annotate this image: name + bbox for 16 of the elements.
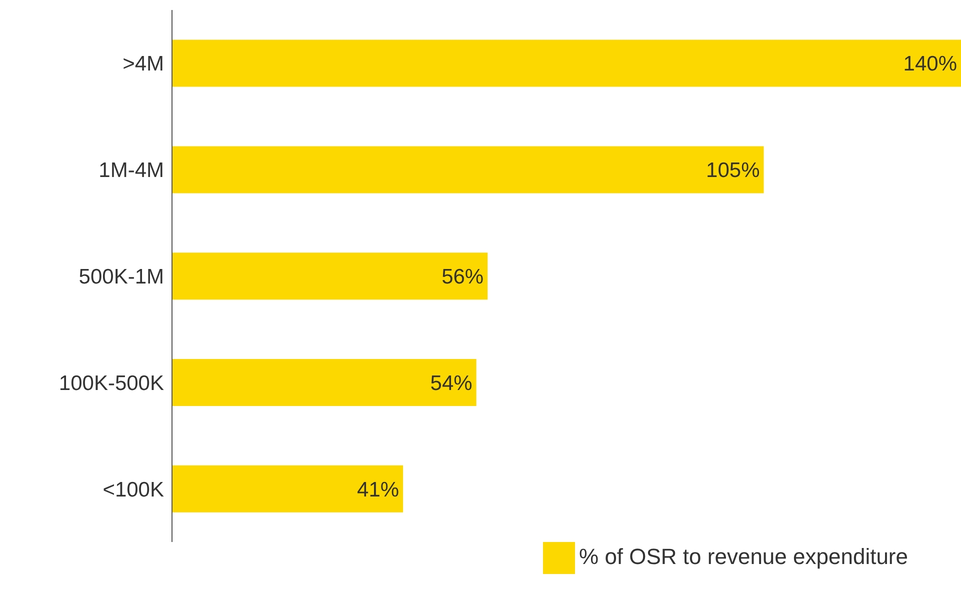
bar (172, 40, 961, 87)
y-tick-label: 500K-1M (78, 265, 164, 288)
data-label: 56% (442, 266, 484, 289)
bar (172, 252, 488, 300)
y-tick-label: >4M (122, 52, 164, 76)
bar (172, 465, 404, 512)
y-tick-label: 100K-500K (58, 372, 164, 395)
data-label: 41% (357, 478, 400, 502)
data-label: 140% (903, 52, 957, 76)
bar (172, 146, 764, 194)
y-tick-label: 1M-4M (98, 159, 164, 182)
data-label: 54% (430, 372, 472, 395)
legend-label: % of OSR to revenue expenditure (579, 544, 908, 569)
bar (172, 358, 476, 406)
y-tick-label: <100K (102, 478, 164, 502)
data-label: 105% (706, 159, 760, 182)
